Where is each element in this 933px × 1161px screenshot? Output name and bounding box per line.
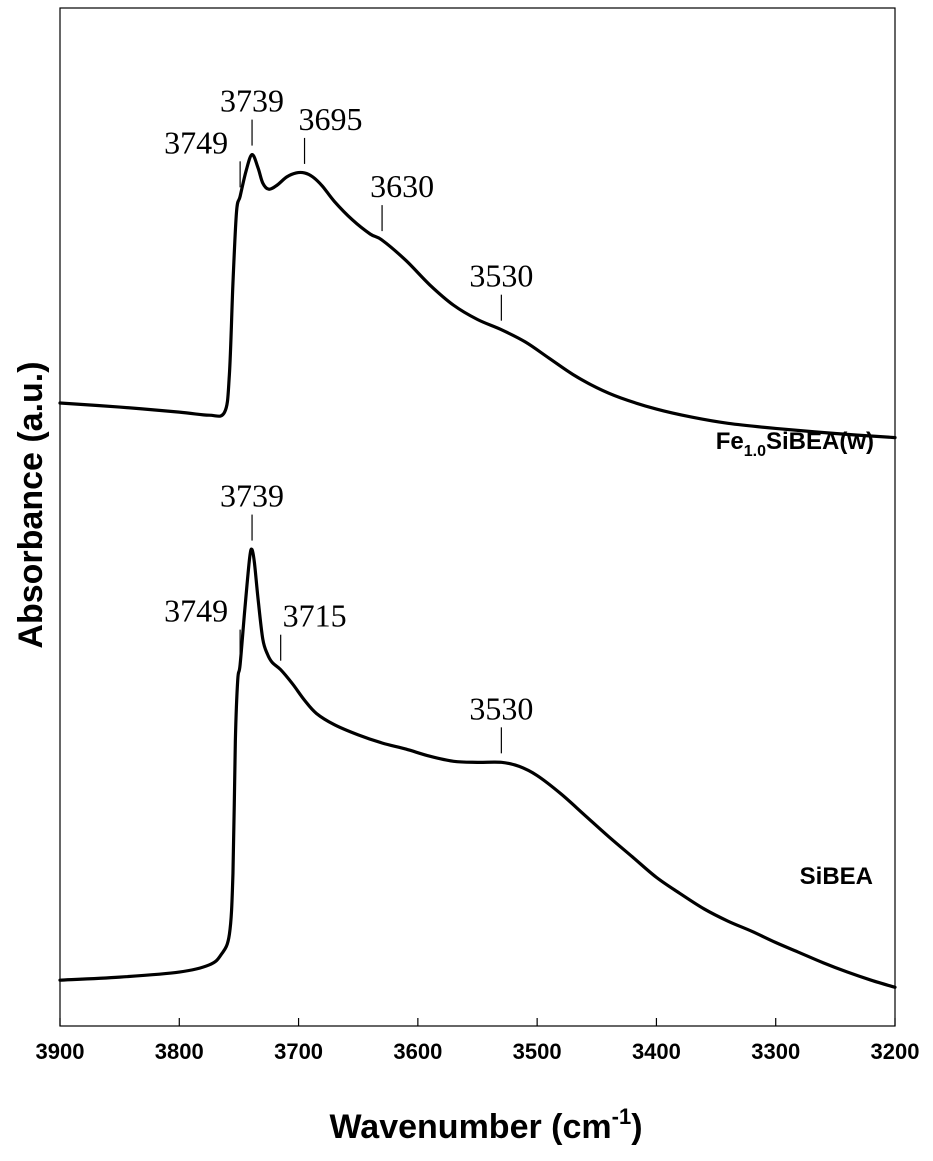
peak-label-1-3749: 3749 <box>164 593 228 629</box>
peak-label-1-3715: 3715 <box>283 598 347 634</box>
peak-label-1-3739: 3739 <box>220 478 284 514</box>
peak-label-0-3630: 3630 <box>370 168 434 204</box>
plot-frame <box>59 7 896 1027</box>
x-tick-label-3700: 3700 <box>274 1039 323 1064</box>
peak-label-0-3530: 3530 <box>469 258 533 294</box>
x-tick-label-3500: 3500 <box>513 1039 562 1064</box>
y-axis-title: Absorbance (a.u.) <box>12 361 50 648</box>
x-axis-title: Wavenumber (cm-1) <box>329 1104 642 1146</box>
peak-label-0-3739: 3739 <box>220 83 284 119</box>
spectrum-line-0 <box>58 152 897 440</box>
series-label-fe-sibea: Fe1.0SiBEA(w) <box>716 428 874 460</box>
x-tick-label-3600: 3600 <box>393 1039 442 1064</box>
x-axis-ticks <box>59 1018 896 1026</box>
x-tick-label-3300: 3300 <box>751 1039 800 1064</box>
x-tick-label-3900: 3900 <box>36 1039 85 1064</box>
series-label-sibea: SiBEA <box>800 863 873 890</box>
peak-label-1-3530: 3530 <box>469 690 533 726</box>
peak-label-0-3695: 3695 <box>299 101 363 137</box>
peak-markers <box>239 119 502 754</box>
spectrum-line-1 <box>58 547 897 989</box>
x-axis-tick-labels: 3900 3800 3700 3600 3500 3400 3300 3200 <box>36 1039 920 1064</box>
spectra <box>58 152 897 989</box>
x-tick-label-3800: 3800 <box>155 1039 204 1064</box>
x-tick-label-3400: 3400 <box>632 1039 681 1064</box>
x-tick-label-3200: 3200 <box>871 1039 920 1064</box>
peak-label-0-3749: 3749 <box>164 124 228 160</box>
